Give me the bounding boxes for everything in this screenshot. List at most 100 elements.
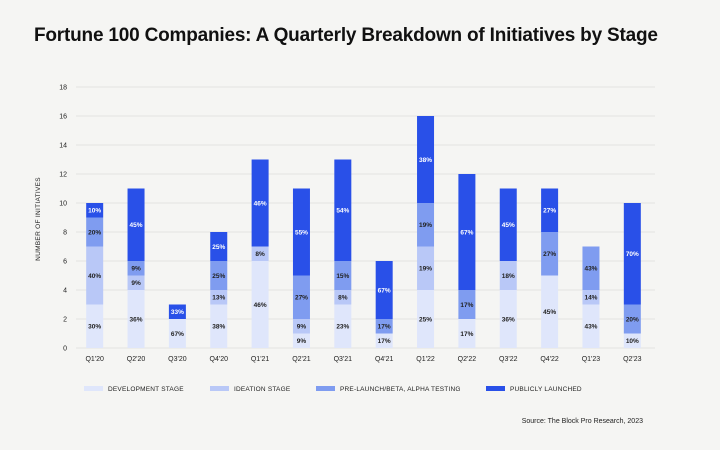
data-label: 46%	[254, 200, 267, 207]
bar-segment	[334, 159, 352, 261]
data-label: 27%	[295, 295, 308, 302]
data-label: 33%	[171, 309, 184, 316]
bar-segment	[334, 290, 352, 305]
x-tick-label: Q1'21	[251, 356, 270, 363]
x-tick-label: Q2'22	[458, 356, 477, 363]
data-label: 15%	[336, 273, 349, 280]
bar-segment	[334, 261, 352, 290]
data-label: 10%	[626, 338, 639, 345]
x-tick-label: Q4'22	[540, 356, 559, 363]
bar-segment	[251, 246, 269, 261]
x-tick-label: Q4'21	[375, 356, 394, 363]
bar-segment	[499, 188, 517, 261]
data-label: 36%	[130, 316, 143, 323]
legend-swatch	[84, 386, 103, 391]
data-label: 17%	[378, 338, 391, 345]
bar-segment	[334, 304, 352, 348]
source-note: Source: The Block Pro Research, 2023	[521, 418, 643, 425]
bar-segment	[375, 319, 393, 334]
data-label: 38%	[419, 157, 432, 164]
bar-segment	[127, 261, 145, 276]
data-label: 13%	[212, 295, 225, 302]
bar-segment	[582, 290, 600, 305]
y-tick-label: 2	[63, 317, 67, 324]
data-label: 45%	[130, 222, 143, 229]
bar-segment	[251, 261, 269, 348]
gridlines	[76, 86, 655, 349]
data-label: 67%	[460, 229, 473, 236]
x-tick-label: Q2'20	[127, 356, 146, 363]
bar-segment	[375, 261, 393, 319]
data-label: 20%	[626, 316, 639, 323]
bar-segment	[86, 246, 104, 305]
bar-segment	[86, 203, 104, 218]
data-label: 30%	[88, 324, 101, 331]
data-label: 17%	[460, 331, 473, 338]
y-tick-label: 0	[63, 346, 67, 353]
data-label: 43%	[584, 324, 597, 331]
data-label: 8%	[255, 251, 265, 258]
bar-segment	[251, 159, 269, 247]
bar-segment	[417, 290, 435, 348]
x-tick-label: Q2'21	[292, 356, 311, 363]
y-tick-label: 14	[59, 143, 67, 150]
data-label: 67%	[171, 331, 184, 338]
data-label: 14%	[584, 295, 597, 302]
bar-segment	[541, 232, 559, 276]
data-label: 43%	[584, 266, 597, 273]
bar-segment	[210, 232, 228, 261]
data-label: 55%	[295, 229, 308, 236]
data-label: 38%	[212, 324, 225, 331]
data-label: 19%	[419, 266, 432, 273]
bar-segment	[499, 290, 517, 348]
data-label: 45%	[543, 309, 556, 316]
x-tick-label: Q3'22	[499, 356, 518, 363]
legend-label: PUBLICLY LAUNCHED	[510, 386, 582, 393]
bar-segment	[127, 188, 145, 261]
y-tick-label: 18	[59, 85, 67, 92]
y-tick-label: 6	[63, 259, 67, 266]
bar-segment	[292, 188, 310, 276]
bar-segment	[168, 319, 186, 348]
legend-label: DEVELOPMENT STAGE	[108, 386, 184, 393]
data-label: 36%	[502, 316, 515, 323]
x-tick-label: Q1'20	[85, 356, 104, 363]
y-tick-label: 8	[63, 230, 67, 237]
data-label: 45%	[502, 222, 515, 229]
data-label: 17%	[460, 302, 473, 309]
data-label: 46%	[254, 302, 267, 309]
data-label: 8%	[338, 295, 348, 302]
data-label: 23%	[336, 324, 349, 331]
data-label: 19%	[419, 222, 432, 229]
x-tick-label: Q3'21	[334, 356, 353, 363]
x-tick-label: Q3'20	[168, 356, 187, 363]
x-axis-ticks: Q1'20 Q2'20 Q3'20 Q4'20 Q1'21 Q2'21 Q3'21 Q4'21…	[85, 356, 641, 363]
y-axis-ticks: 0 2 4 6 8 10 12 14 16 18	[59, 85, 67, 353]
data-label: 70%	[626, 251, 639, 258]
legend-swatch	[486, 386, 505, 391]
bar-segment	[458, 174, 476, 290]
bar-segment	[292, 275, 310, 319]
y-tick-label: 4	[63, 288, 67, 295]
data-label: 27%	[543, 208, 556, 215]
y-axis-label: NUMBER OF INITIATIVES	[35, 177, 42, 261]
bar-segment	[458, 290, 476, 319]
legend: DEVELOPMENT STAGE IDEATION STAGE PRE-LAUNC…	[84, 386, 582, 393]
bar-segment	[86, 304, 104, 348]
data-label: 40%	[88, 273, 101, 280]
bar-segment	[417, 203, 435, 247]
chart-title: Fortune 100 Companies: A Quarterly Break…	[34, 25, 658, 46]
bar-segment	[168, 304, 186, 319]
legend-label: IDEATION STAGE	[234, 386, 291, 393]
bar-segment	[499, 261, 517, 290]
data-label: 9%	[131, 266, 141, 273]
data-label: 25%	[419, 316, 432, 323]
bar-segment	[417, 116, 435, 203]
data-label: 25%	[212, 273, 225, 280]
data-label: 25%	[212, 244, 225, 251]
bar-segment	[292, 319, 310, 334]
bar-segment	[210, 304, 228, 348]
data-label: 27%	[543, 251, 556, 258]
x-tick-label: Q4'20	[210, 356, 229, 363]
